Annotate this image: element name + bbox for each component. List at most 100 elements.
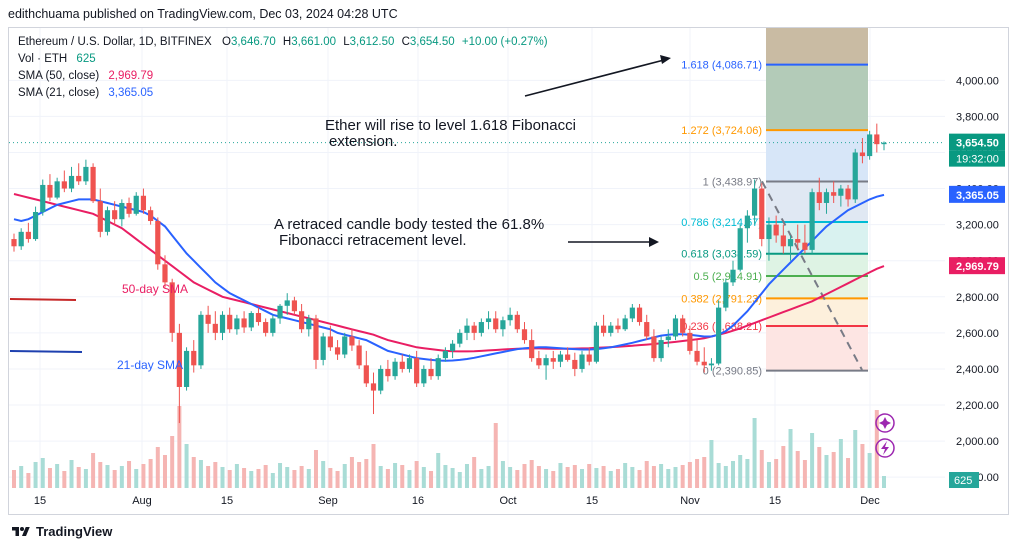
- volume-bar: [695, 459, 700, 488]
- volume-bar: [313, 450, 318, 488]
- y-tick-label: 3,200.00: [956, 220, 999, 232]
- volume-bar: [536, 466, 541, 488]
- sma21-badge-text: 3,365.05: [956, 190, 999, 202]
- fib-label: 0.786 (3,214.67): [681, 217, 762, 229]
- y-tick-label: 2,000.00: [956, 436, 999, 448]
- candle-body: [694, 350, 700, 362]
- volume-bar: [227, 470, 232, 488]
- x-tick-label: 15: [221, 495, 233, 507]
- candle-body: [205, 314, 211, 324]
- candle-body: [665, 336, 671, 341]
- candle-body: [169, 282, 175, 333]
- candle-body: [550, 358, 556, 362]
- volume-bar: [55, 464, 60, 488]
- candle-body: [148, 210, 154, 222]
- volume-bar: [673, 467, 678, 488]
- candle-body: [838, 188, 844, 196]
- legend-ohlc: O3,646.70 H3,661.00 L3,612.50 C3,654.50 …: [222, 36, 548, 48]
- candle-body: [831, 192, 837, 196]
- footer-brand[interactable]: TradingView: [10, 524, 112, 539]
- x-tick-label: Dec: [860, 495, 880, 507]
- x-tick-label: 15: [769, 495, 781, 507]
- volume-bars: [12, 406, 886, 488]
- candle-body: [284, 300, 290, 306]
- fib-label: 0.382 (2,791.23): [681, 293, 762, 305]
- volume-bar: [170, 436, 175, 488]
- lightning-icon[interactable]: [875, 438, 895, 458]
- candle-body: [680, 318, 686, 333]
- candle-body: [25, 231, 31, 240]
- fib-label: 0.5 (2,914.91): [694, 271, 763, 283]
- candle-body: [349, 336, 355, 346]
- sma50-badge-text: 2,969.79: [956, 261, 999, 273]
- candle-body: [299, 311, 305, 330]
- volume-bar: [357, 462, 362, 488]
- candle-body: [802, 242, 808, 250]
- candle-body: [385, 368, 391, 377]
- volume-bar: [651, 466, 656, 488]
- candle-body: [176, 332, 182, 387]
- volume-badge: [949, 472, 979, 488]
- fib-band: [766, 64, 868, 131]
- candle-body: [54, 181, 60, 198]
- candle-body: [565, 354, 571, 360]
- annotation-rise-line2: extension.: [329, 133, 397, 150]
- candle-body: [478, 322, 484, 333]
- x-tick-label: 15: [34, 495, 46, 507]
- y-tick-label: 4,000.00: [956, 75, 999, 87]
- volume-bar: [608, 471, 613, 488]
- volume-bar: [105, 465, 110, 488]
- volume-bar: [436, 453, 441, 488]
- candle-body: [579, 354, 585, 369]
- volume-badge-text: 625: [954, 475, 972, 487]
- candle-body: [716, 307, 722, 364]
- volume-bar: [83, 469, 88, 488]
- volume-bar: [838, 439, 843, 488]
- candle-body: [40, 184, 46, 212]
- candle-body: [227, 314, 233, 330]
- candle-body: [119, 202, 125, 220]
- volume-bar: [565, 467, 570, 488]
- volume-bar: [551, 471, 556, 488]
- footer-brand-label: TradingView: [36, 524, 113, 539]
- volume-bar: [630, 467, 635, 488]
- volume-bar: [155, 447, 160, 488]
- volume-bar: [249, 471, 254, 488]
- candle-body: [600, 325, 607, 333]
- candle-body: [97, 201, 103, 232]
- volume-bar: [882, 476, 886, 488]
- candle-body: [485, 318, 492, 323]
- candle-body: [83, 166, 89, 182]
- candle-body: [133, 195, 139, 214]
- volume-bar: [407, 470, 412, 488]
- annotation-retrace-line1: A retraced candle body tested the 61.8%: [274, 216, 544, 233]
- candle-body: [852, 152, 858, 200]
- candle-body: [644, 322, 650, 337]
- volume-bar: [335, 471, 340, 488]
- last-price-badge-text: 3,654.50: [956, 138, 999, 150]
- y-tick-label: 2,200.00: [956, 400, 999, 412]
- price-axis: 4,000.003,800.003,600.003,400.003,200.00…: [949, 75, 1005, 488]
- candle-body: [32, 212, 39, 240]
- fib-band: [766, 325, 868, 371]
- volume-bar: [759, 450, 764, 488]
- volume-bar: [795, 451, 800, 488]
- volume-bar: [457, 472, 462, 488]
- sparkle-icon[interactable]: [875, 413, 895, 433]
- last-price-badge: [949, 133, 1005, 151]
- volume-bar: [572, 465, 577, 488]
- volume-bar: [479, 469, 484, 488]
- volume-bar: [141, 464, 146, 488]
- candle-body: [795, 239, 801, 243]
- candle-body: [90, 166, 96, 202]
- candle-body: [414, 358, 420, 384]
- volume-bar: [19, 466, 24, 488]
- volume-bar: [709, 440, 714, 488]
- last-price-badge-sub: [949, 150, 1005, 167]
- candle-body: [622, 318, 628, 330]
- fib-band: [766, 276, 868, 299]
- volume-bar: [493, 423, 498, 488]
- volume-bar: [522, 464, 527, 488]
- candle-body: [212, 323, 218, 333]
